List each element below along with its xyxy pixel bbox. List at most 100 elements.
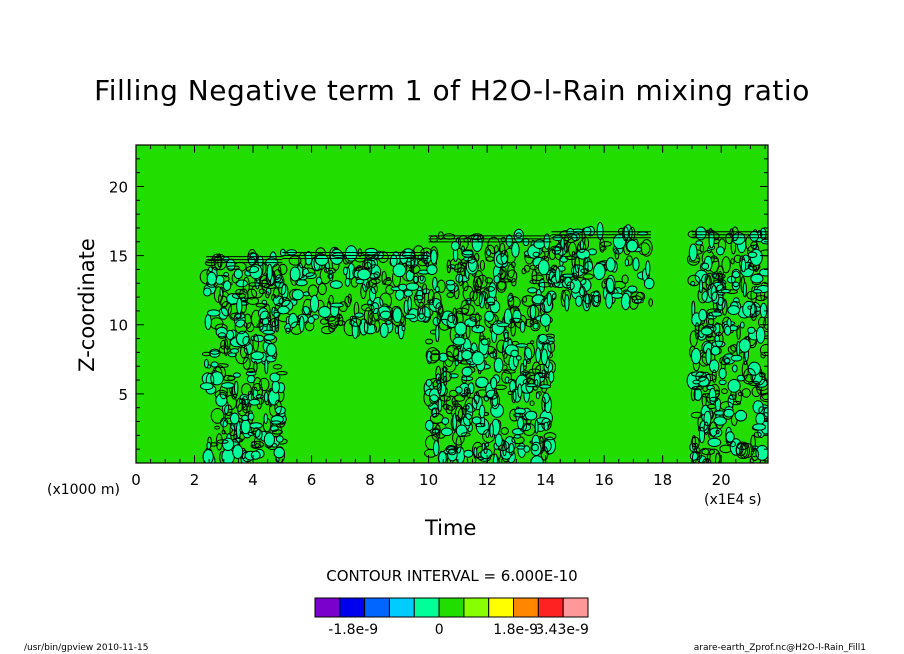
contour-mark — [692, 385, 703, 391]
contour-mark — [500, 427, 509, 435]
contour-mark — [224, 404, 233, 417]
contour-mark — [605, 257, 616, 272]
contour-mark — [251, 383, 263, 400]
contour-mark — [694, 322, 700, 340]
contour-mark — [698, 279, 704, 294]
contour-mark — [511, 278, 517, 287]
contour-mark — [599, 246, 607, 251]
contour-mark — [389, 254, 398, 267]
contour-mark — [459, 360, 472, 365]
colorbar-swatch — [537, 597, 564, 618]
contour-mark — [315, 253, 329, 266]
contour-mark — [432, 291, 442, 309]
contour-mark — [508, 442, 515, 456]
colorbar-swatch — [364, 597, 390, 618]
contour-mark — [203, 287, 212, 297]
contour-mark — [735, 442, 749, 459]
contour-mark — [693, 388, 703, 401]
contour-mark — [487, 301, 496, 306]
contour-mark — [755, 326, 766, 344]
contour-mark — [713, 416, 727, 426]
contour-mark — [529, 400, 535, 407]
contour-mark — [489, 422, 494, 438]
contour-mark — [575, 295, 583, 307]
contour-mark — [725, 431, 735, 443]
contour-mark — [337, 313, 343, 319]
colorbar-swatch — [488, 597, 515, 618]
contour-mark — [539, 313, 552, 327]
contour-mark — [467, 256, 476, 264]
contour-mark — [710, 345, 721, 356]
y-unit-label: (x1000 m) — [47, 482, 120, 498]
contour-mark — [438, 451, 447, 463]
contour-mark — [464, 397, 478, 413]
contour-mark — [691, 450, 701, 463]
contour-mark — [517, 416, 524, 430]
contour-mark — [249, 264, 263, 280]
x-tick-label: 16 — [595, 471, 614, 489]
contour-mark — [702, 458, 712, 463]
contour-mark — [724, 325, 732, 336]
contour-mark — [480, 338, 489, 346]
contour-mark — [531, 294, 546, 305]
contour-mark — [439, 395, 451, 402]
contour-mark — [253, 360, 258, 373]
contour-mark — [455, 424, 468, 438]
contour-mark — [485, 256, 495, 262]
colorbar-label: -1.8e-9 — [328, 622, 378, 638]
contour-mark — [455, 307, 469, 315]
contour-mark — [524, 318, 535, 328]
contour-mark — [250, 440, 265, 449]
contour-mark — [430, 407, 440, 418]
contour-mark — [493, 357, 504, 373]
contour-mark — [716, 265, 724, 278]
contour-mark — [274, 399, 282, 415]
contour-mark — [578, 285, 586, 297]
contour-mark — [457, 261, 462, 273]
contour-regions — [199, 222, 768, 463]
contour-mark — [425, 379, 433, 387]
contour-mark — [465, 324, 471, 339]
contour-mark — [759, 392, 768, 403]
contour-mark — [523, 347, 533, 362]
contour-mark — [452, 307, 458, 326]
contour-mark — [691, 435, 697, 451]
contour-mark — [605, 292, 613, 309]
contour-mark — [610, 292, 624, 299]
contour-mark — [473, 391, 480, 405]
contour-mark — [469, 313, 482, 322]
contour-mark — [245, 265, 260, 274]
contour-mark — [401, 325, 406, 332]
contour-mark — [643, 277, 655, 290]
contour-mark — [363, 320, 369, 334]
contour-mark — [221, 429, 226, 435]
contour-mark — [564, 242, 569, 254]
colorbar-swatch — [339, 597, 366, 618]
contour-mark — [453, 285, 460, 300]
contour-mark — [324, 267, 337, 274]
contour-mark — [437, 306, 444, 318]
contour-mark — [727, 345, 737, 354]
contour-mark — [645, 260, 651, 277]
contour-mark — [259, 310, 272, 325]
x-unit-label: (x1E4 s) — [704, 492, 762, 508]
contour-mark — [546, 292, 552, 307]
contour-mark — [263, 432, 275, 447]
contour-mark — [230, 312, 242, 320]
contour-mark — [265, 287, 272, 296]
contour-mark — [288, 255, 302, 266]
contour-mark — [574, 255, 580, 273]
contour-mark — [709, 359, 720, 374]
contour-mark — [206, 271, 217, 286]
contour-mark — [454, 321, 468, 336]
contour-mark — [524, 342, 536, 360]
contour-mark — [236, 330, 250, 346]
contour-mark — [490, 392, 501, 410]
contour-mark — [441, 417, 450, 425]
contour-mark — [704, 272, 715, 286]
contour-mark — [200, 382, 214, 391]
contour-mark — [379, 310, 392, 320]
contour-mark — [711, 291, 720, 304]
contour-mark — [511, 261, 516, 269]
footer-left-text: /usr/bin/gpview 2010-11-15 — [24, 643, 149, 653]
